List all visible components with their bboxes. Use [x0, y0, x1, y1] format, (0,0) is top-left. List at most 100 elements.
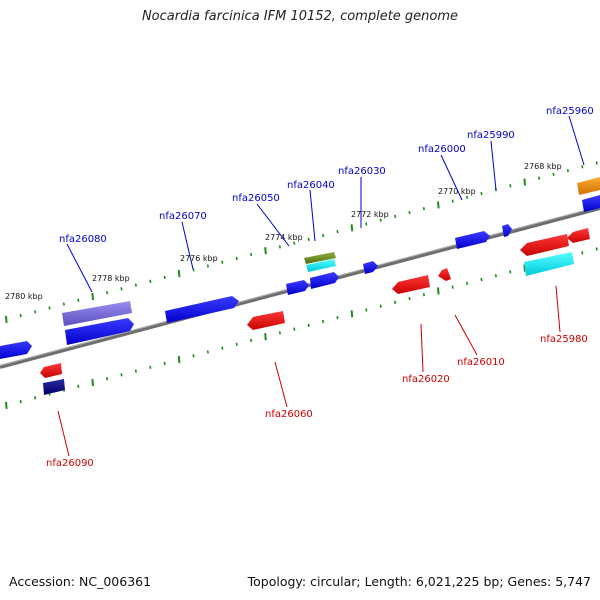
minor-tick [106, 291, 109, 295]
major-tick [177, 270, 181, 278]
gene-label[interactable]: nfa25960 [546, 106, 594, 117]
minor-tick [422, 293, 425, 297]
gene-label[interactable]: nfa26000 [418, 144, 466, 155]
gene-label[interactable]: nfa26050 [232, 193, 280, 204]
scale-label: 2774 kbp [265, 233, 303, 242]
minor-tick [149, 365, 152, 369]
minor-tick [336, 229, 339, 234]
gene-label[interactable]: nfa25990 [467, 130, 515, 141]
minor-tick [293, 241, 296, 245]
gene-arrow[interactable] [247, 311, 285, 330]
gene-arrow[interactable] [40, 363, 62, 378]
gene-label[interactable]: nfa25980 [540, 334, 588, 345]
minor-tick [206, 264, 209, 268]
major-tick [437, 201, 440, 209]
gene-label[interactable]: nfa26080 [59, 234, 107, 245]
gene-label[interactable]: nfa26010 [457, 357, 505, 368]
gene-arrow[interactable] [363, 261, 378, 274]
minor-tick [480, 277, 483, 282]
major-tick [523, 178, 526, 186]
upper-tick-track [5, 161, 598, 323]
minor-tick [293, 327, 296, 331]
minor-tick [379, 218, 382, 222]
minor-tick [235, 256, 238, 261]
minor-tick [365, 222, 368, 226]
reverse-strand-genes [40, 228, 590, 395]
gene-arrow[interactable] [43, 379, 65, 395]
gene-arrow[interactable] [0, 341, 32, 359]
minor-tick [120, 373, 123, 377]
minor-tick [408, 296, 411, 301]
minor-tick [19, 313, 22, 318]
minor-tick [48, 306, 51, 310]
label-leader [568, 115, 585, 166]
gene-arrow[interactable] [455, 231, 490, 249]
minor-tick [77, 298, 80, 302]
gene-arrow[interactable] [65, 318, 134, 345]
label-leader [309, 189, 316, 242]
minor-tick [134, 283, 137, 287]
gene-arrow[interactable] [304, 252, 336, 264]
minor-tick [365, 308, 368, 312]
gene-arrow[interactable] [392, 275, 430, 294]
gene-label[interactable]: nfa26040 [287, 180, 335, 191]
major-tick [177, 356, 181, 364]
gene-label[interactable]: nfa26090 [46, 458, 94, 469]
minor-tick [278, 245, 281, 249]
major-tick [5, 315, 8, 323]
minor-tick [163, 275, 166, 280]
minor-tick [379, 304, 382, 308]
gene-label[interactable]: nfa26020 [402, 374, 450, 385]
accession-label: Accession: NC_006361 [9, 574, 152, 589]
minor-tick [466, 281, 469, 285]
minor-tick [221, 346, 224, 350]
minor-tick [422, 207, 425, 211]
page-title: Nocardia farcinica IFM 10152, complete g… [141, 9, 459, 24]
gene-arrow[interactable] [524, 252, 574, 276]
gene-arrow[interactable] [310, 272, 339, 289]
minor-tick [595, 161, 598, 165]
minor-tick [250, 252, 253, 257]
gene-arrow[interactable] [577, 177, 600, 195]
minor-tick [206, 350, 209, 354]
gene-arrow[interactable] [286, 280, 309, 295]
label-leader [256, 203, 290, 247]
minor-tick [34, 396, 37, 400]
major-tick [437, 287, 440, 295]
minor-tick [408, 210, 411, 215]
minor-tick [192, 354, 195, 358]
label-leader [66, 243, 93, 293]
gene-arrow[interactable] [438, 268, 451, 281]
major-tick [91, 378, 94, 387]
minor-tick [278, 331, 281, 335]
minor-tick [451, 285, 454, 289]
gene-label[interactable]: nfa26030 [338, 166, 386, 177]
minor-tick [509, 270, 512, 274]
label-leader [490, 140, 497, 191]
scale-labels: 2780 kbp 2778 kbp 2776 kbp 2774 kbp 2772… [5, 162, 562, 301]
minor-tick [307, 237, 310, 241]
gene-arrow[interactable] [567, 228, 590, 243]
minor-tick [235, 342, 238, 347]
gene-label[interactable]: nfa26060 [265, 409, 313, 420]
scale-label: 2776 kbp [180, 254, 218, 263]
gene-arrow[interactable] [165, 296, 239, 323]
label-leader [274, 361, 288, 408]
forward-strand-genes [0, 177, 600, 359]
minor-tick [163, 361, 166, 366]
minor-tick [62, 302, 65, 306]
gene-arrow[interactable] [520, 234, 569, 256]
minor-tick [322, 319, 325, 324]
gene-arrow[interactable] [582, 195, 600, 212]
minor-tick [394, 300, 397, 305]
minor-tick [595, 247, 598, 251]
gene-arrow[interactable] [502, 224, 512, 237]
minor-tick [538, 176, 541, 180]
gene-arrow[interactable] [306, 259, 336, 272]
gene-arrow[interactable] [62, 301, 132, 326]
label-leader [440, 154, 463, 201]
minor-tick [322, 233, 325, 238]
minor-tick [307, 323, 310, 327]
gene-label[interactable]: nfa26070 [159, 211, 207, 222]
